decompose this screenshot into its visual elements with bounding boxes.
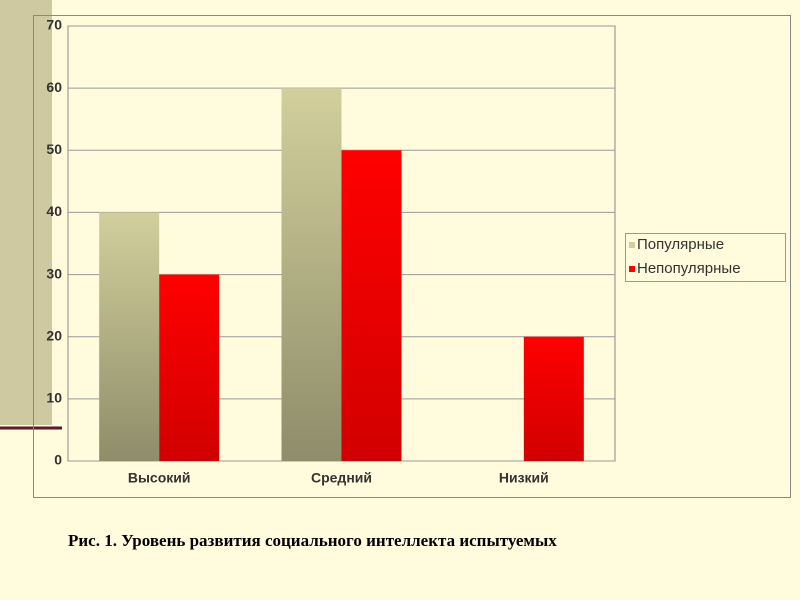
legend-box: [625, 233, 786, 282]
caption: Рис. 1. Уровень развития социального инт…: [68, 531, 557, 550]
legend-swatch: [629, 266, 635, 272]
legend-label: Популярные: [637, 236, 724, 253]
bar: [159, 274, 220, 461]
x-tick-label: Высокий: [128, 470, 191, 486]
y-tick-label: 0: [54, 452, 62, 468]
bar: [523, 336, 584, 461]
bar: [341, 150, 402, 462]
y-tick-label: 30: [46, 265, 62, 281]
y-tick-label: 70: [46, 17, 62, 33]
chart-frame: [33, 15, 791, 498]
x-tick-label: Средний: [311, 470, 372, 486]
x-tick-label: Низкий: [499, 470, 549, 486]
bar: [99, 212, 160, 461]
y-tick-label: 50: [46, 141, 62, 157]
legend-label: Непопулярные: [637, 260, 741, 277]
y-tick-label: 20: [46, 327, 62, 343]
legend-swatch: [629, 242, 635, 248]
y-tick-label: 40: [46, 203, 62, 219]
bar: [281, 88, 342, 462]
y-tick-label: 10: [46, 390, 62, 406]
decor-block: [0, 0, 52, 425]
y-tick-label: 60: [46, 79, 62, 95]
